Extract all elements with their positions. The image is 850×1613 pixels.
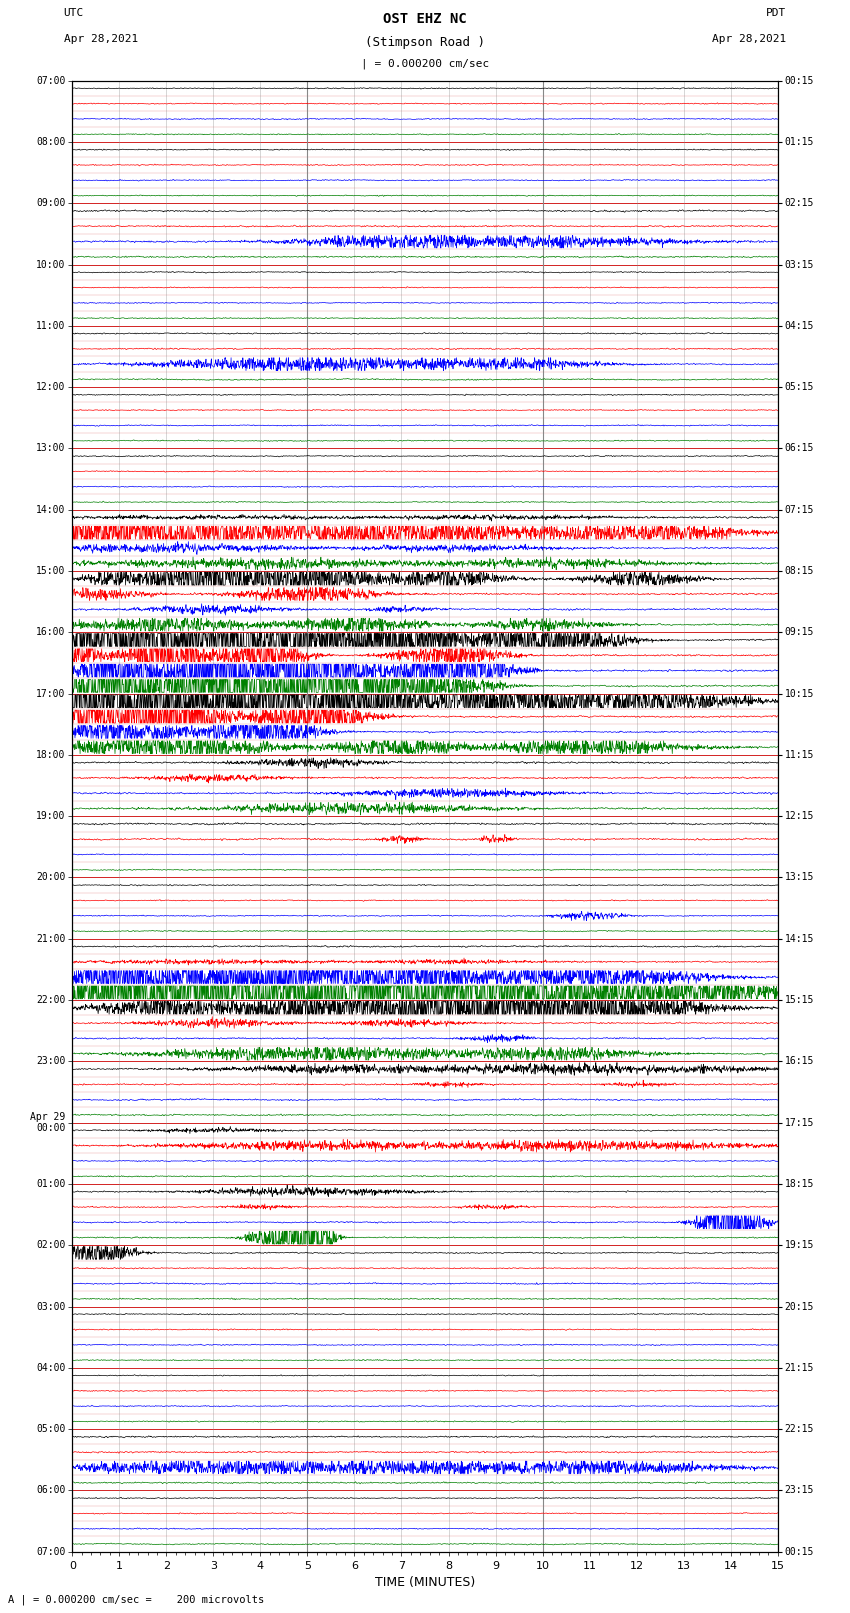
Text: Apr 28,2021: Apr 28,2021 <box>64 34 138 44</box>
Text: (Stimpson Road ): (Stimpson Road ) <box>365 37 485 50</box>
Text: UTC: UTC <box>64 8 84 18</box>
Text: Apr 28,2021: Apr 28,2021 <box>712 34 786 44</box>
Text: PDT: PDT <box>766 8 786 18</box>
X-axis label: TIME (MINUTES): TIME (MINUTES) <box>375 1576 475 1589</box>
Text: OST EHZ NC: OST EHZ NC <box>383 11 467 26</box>
Text: | = 0.000200 cm/sec: | = 0.000200 cm/sec <box>361 58 489 69</box>
Text: A | = 0.000200 cm/sec =    200 microvolts: A | = 0.000200 cm/sec = 200 microvolts <box>8 1594 264 1605</box>
